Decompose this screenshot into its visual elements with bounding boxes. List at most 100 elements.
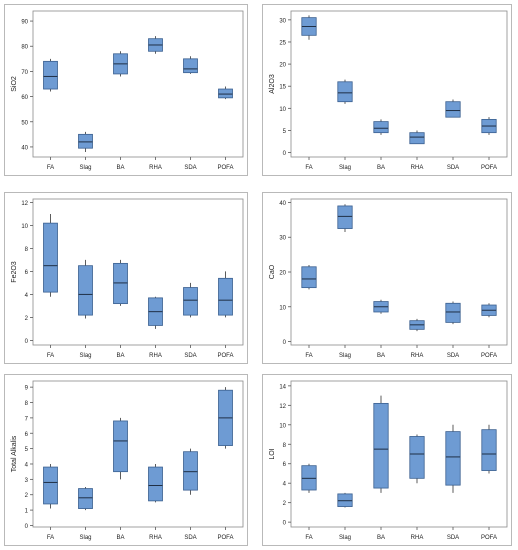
box-fa [43, 213, 58, 297]
y-tick-label: 0 [283, 151, 287, 157]
x-tick-label: RHA [411, 535, 424, 541]
box-ba [373, 299, 389, 314]
x-tick-label: Slag [339, 165, 351, 171]
y-tick-label: 2 [25, 316, 29, 322]
y-tick-label: 4 [25, 462, 29, 468]
chart-panel-4: 0 10 20 30 40 CaO FA Slag BA RHA SDA POFA [262, 192, 512, 364]
x-tick-label: FA [47, 165, 54, 171]
x-tick-label: BA [377, 165, 385, 171]
x-tick-label: FA [47, 535, 54, 541]
x-tick-label: SDA [447, 353, 459, 359]
box-sda [445, 424, 461, 493]
box-sda [445, 99, 461, 118]
box-plot-svg: 0 10 20 30 40 CaO FA Slag BA RHA SDA POFA [269, 198, 508, 359]
plot-frame [32, 10, 244, 158]
x-tick-label: POFA [481, 165, 497, 171]
chart-panel-5: 0 1 2 3 4 5 6 7 8 9 Total Alkalis FA Slag BA RHA SDA POF… [4, 374, 248, 546]
box-iqr [183, 287, 198, 316]
box-iqr [183, 451, 198, 491]
x-tick-label: BA [377, 535, 385, 541]
box-pofa [218, 86, 233, 100]
box-iqr [148, 466, 163, 502]
x-tick-label: SDA [447, 165, 459, 171]
plot-frame [290, 198, 508, 346]
y-tick-label: 25 [279, 40, 286, 46]
x-tick-label: BA [116, 353, 124, 359]
y-tick-label: 5 [283, 129, 287, 135]
y-tick-label: 8 [25, 247, 29, 253]
y-tick-label: 20 [279, 63, 286, 69]
x-tick-label: POFA [217, 165, 233, 171]
box-slag [78, 131, 93, 152]
x-tick-label: Slag [79, 165, 91, 171]
y-tick-label: 3 [25, 478, 29, 484]
y-tick-label: 0 [283, 521, 287, 527]
box-iqr [218, 277, 233, 316]
x-tick-label: BA [377, 353, 385, 359]
box-rha [409, 318, 425, 332]
box-iqr [409, 436, 425, 479]
y-axis-label: Total Alkalis [11, 435, 18, 472]
y-axis-label: Fe2O3 [11, 261, 18, 283]
y-axis-label: SiO2 [11, 76, 18, 92]
box-iqr [373, 121, 389, 134]
box-ba [373, 395, 389, 493]
y-tick-label: 40 [279, 201, 286, 207]
box-iqr [481, 429, 497, 471]
y-tick-label: 10 [279, 305, 286, 311]
y-tick-label: 0 [25, 524, 29, 530]
x-tick-label: Slag [339, 535, 351, 541]
box-iqr [78, 265, 93, 316]
box-sda [445, 301, 461, 325]
x-tick-label: SDA [184, 535, 196, 541]
box-iqr [78, 488, 93, 509]
y-tick-label: 5 [25, 447, 29, 453]
plot-frame [290, 10, 508, 158]
box-iqr [409, 132, 425, 145]
box-iqr [445, 101, 461, 118]
box-iqr [301, 266, 317, 289]
box-iqr [337, 81, 353, 103]
box-iqr [43, 222, 58, 293]
y-tick-label: 10 [279, 107, 286, 113]
y-tick-label: 40 [21, 145, 28, 151]
y-tick-label: 4 [25, 293, 29, 299]
y-tick-label: 50 [21, 120, 28, 126]
x-tick-label: RHA [411, 165, 424, 171]
plot-frame [32, 198, 244, 346]
chart-panel-2: 0 5 10 15 20 25 30 Al2O3 FA Slag BA RHA SDA POFA [262, 4, 512, 176]
y-tick-label: 15 [279, 85, 286, 91]
box-iqr [445, 431, 461, 486]
x-tick-label: SDA [184, 353, 196, 359]
y-tick-label: 10 [279, 423, 286, 429]
box-iqr [43, 466, 58, 505]
x-tick-label: POFA [217, 353, 233, 359]
x-tick-label: RHA [149, 353, 162, 359]
y-axis-label: LOI [269, 448, 276, 459]
y-tick-label: 20 [279, 271, 286, 277]
x-tick-label: SDA [184, 165, 196, 171]
y-tick-label: 2 [283, 501, 287, 507]
box-iqr [218, 88, 233, 99]
y-tick-label: 0 [283, 340, 287, 346]
x-tick-label: Slag [79, 535, 91, 541]
box-pofa [218, 387, 233, 449]
x-tick-label: SDA [447, 535, 459, 541]
box-fa [301, 265, 317, 290]
y-tick-label: 90 [21, 20, 28, 26]
box-plot-svg: 0 2 4 6 8 10 12 14 LOI FA Slag BA RHA SDA POFA [269, 380, 508, 541]
box-fa [43, 58, 58, 92]
x-tick-label: FA [305, 353, 312, 359]
y-tick-label: 1 [25, 509, 29, 515]
box-slag [78, 259, 93, 319]
x-tick-label: Slag [79, 353, 91, 359]
box-pofa [481, 424, 497, 474]
x-tick-label: FA [47, 353, 54, 359]
x-tick-label: POFA [217, 535, 233, 541]
box-ba [113, 51, 128, 77]
box-slag [337, 492, 353, 508]
y-tick-label: 6 [25, 432, 29, 438]
y-tick-label: 30 [279, 18, 286, 24]
y-tick-label: 60 [21, 95, 28, 101]
box-slag [337, 204, 353, 233]
